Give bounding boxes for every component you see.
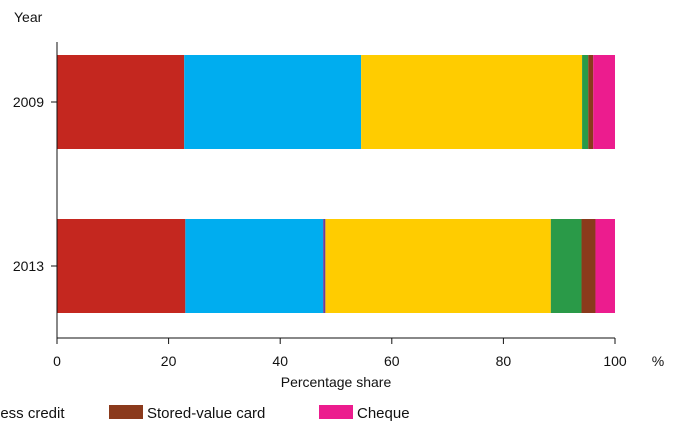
legend-label-4: less credit: [0, 405, 65, 422]
y-axis-title: Year: [14, 9, 43, 25]
x-tick-label-60: 60: [384, 353, 400, 369]
bar-segment-2013-6: [595, 219, 615, 313]
bar-segment-2009-6: [593, 55, 615, 149]
x-tick-label-80: 80: [496, 353, 512, 369]
x-tick-label-40: 40: [272, 353, 288, 369]
bar-segment-2013-4: [550, 219, 582, 313]
legend-swatch-5: [109, 405, 143, 419]
x-ticks: 0 20 40 60 80 100: [53, 338, 627, 369]
y-tick-label-2009: 2009: [13, 94, 44, 110]
bar-segment-2009-1: [184, 55, 362, 149]
bar-segment-2013-5: [581, 219, 596, 313]
legend-label-6: Cheque: [357, 405, 410, 422]
x-tick-label-0: 0: [53, 353, 61, 369]
legend: less credit Stored-value card Cheque: [0, 405, 410, 422]
y-tick-label-2013: 2013: [13, 258, 44, 274]
bar-segment-2009-4: [582, 55, 589, 149]
bar-segment-2013-3: [325, 219, 551, 313]
bar-segment-2013-1: [185, 219, 324, 313]
x-axis-unit: %: [652, 353, 664, 369]
x-tick-label-100: 100: [603, 353, 627, 369]
y-ticks: 2009 2013: [13, 94, 57, 274]
bar-segment-2009-3: [361, 55, 583, 149]
x-axis-title: Percentage share: [281, 374, 392, 390]
bar-segment-2013-0: [57, 219, 186, 313]
x-tick-label-20: 20: [161, 353, 177, 369]
bar-segment-2013-2: [323, 219, 326, 313]
legend-label-5: Stored-value card: [147, 405, 265, 422]
bar-segment-2009-0: [57, 55, 185, 149]
bar-segment-2009-5: [588, 55, 594, 149]
legend-swatch-6: [319, 405, 353, 419]
bars: [57, 55, 615, 313]
